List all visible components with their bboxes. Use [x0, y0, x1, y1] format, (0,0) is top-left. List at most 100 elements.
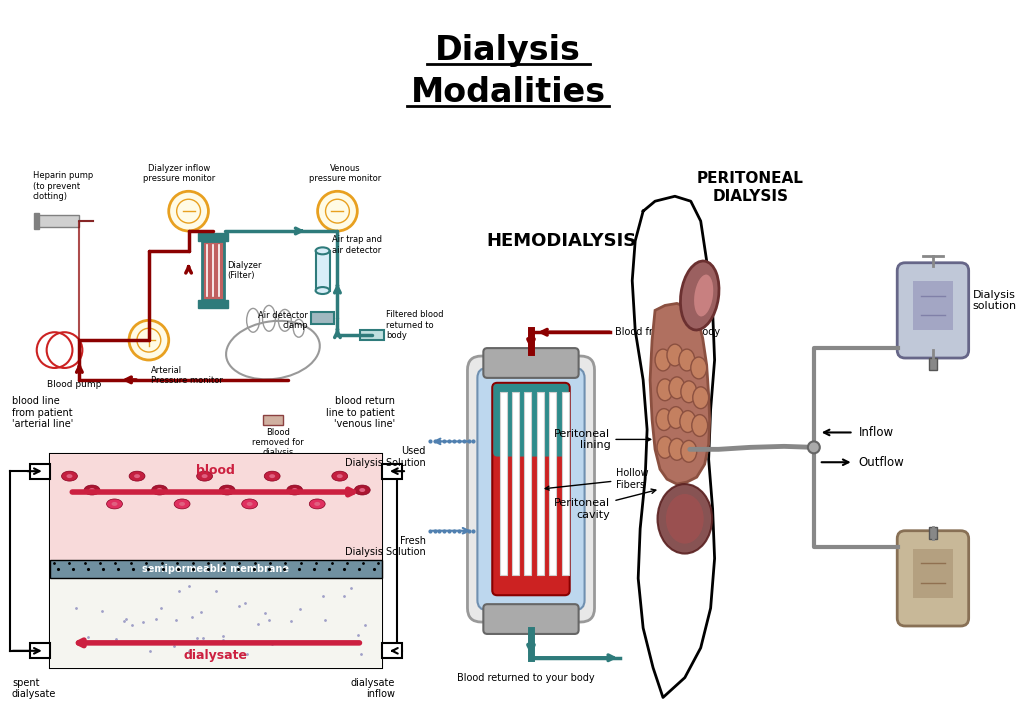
Text: Blood from your body: Blood from your body [615, 327, 721, 337]
Bar [382, 464, 402, 479]
Ellipse shape [314, 502, 321, 506]
FancyBboxPatch shape [477, 368, 585, 610]
Ellipse shape [315, 248, 330, 254]
Ellipse shape [61, 471, 78, 481]
Ellipse shape [174, 499, 190, 509]
Ellipse shape [315, 287, 330, 294]
Ellipse shape [287, 485, 303, 495]
Ellipse shape [691, 357, 707, 379]
Ellipse shape [679, 349, 694, 371]
Ellipse shape [264, 471, 281, 481]
Bar [524, 392, 531, 576]
Ellipse shape [657, 379, 673, 400]
Bar [49, 454, 382, 568]
FancyBboxPatch shape [897, 263, 969, 358]
Text: Filtered blood
returned to
body: Filtered blood returned to body [386, 311, 443, 340]
Text: Venous
pressure monitor: Venous pressure monitor [309, 164, 382, 183]
Ellipse shape [157, 488, 163, 492]
Circle shape [808, 442, 820, 453]
Text: Heparin pump
(to prevent
clotting): Heparin pump (to prevent clotting) [33, 172, 93, 201]
Text: Peritoneal
cavity: Peritoneal cavity [554, 489, 655, 520]
Bar [913, 549, 952, 598]
Ellipse shape [693, 274, 714, 317]
FancyBboxPatch shape [493, 383, 569, 595]
FancyBboxPatch shape [483, 604, 579, 634]
Circle shape [129, 320, 169, 360]
Ellipse shape [337, 474, 343, 478]
Text: Dialyzer
(Filter): Dialyzer (Filter) [227, 261, 262, 280]
Bar [500, 392, 507, 576]
Bar [537, 392, 544, 576]
Bar [38, 215, 80, 227]
Ellipse shape [332, 471, 348, 481]
Bar [913, 281, 952, 330]
Ellipse shape [84, 485, 100, 495]
Ellipse shape [179, 502, 185, 506]
Text: Air trap and
air detector: Air trap and air detector [333, 235, 383, 255]
Text: dialysate
inflow: dialysate inflow [350, 678, 395, 699]
Ellipse shape [67, 474, 73, 478]
Text: blood line
from patient
'arterial line': blood line from patient 'arterial line' [12, 396, 73, 429]
Bar [34, 213, 39, 229]
Text: Peritoneal
lining: Peritoneal lining [554, 429, 650, 450]
Ellipse shape [134, 474, 140, 478]
Text: Dialyzer inflow
pressure monitor: Dialyzer inflow pressure monitor [142, 164, 215, 183]
Text: Blood pump: Blood pump [47, 380, 101, 389]
Ellipse shape [657, 437, 673, 458]
Text: Arterial
Pressure monitor: Arterial Pressure monitor [151, 366, 223, 385]
FancyBboxPatch shape [468, 356, 595, 622]
Ellipse shape [680, 411, 695, 432]
Bar [30, 464, 49, 479]
Ellipse shape [309, 499, 326, 509]
Ellipse shape [106, 499, 123, 509]
Text: Used
Dialysis Solution: Used Dialysis Solution [345, 447, 426, 468]
Ellipse shape [693, 387, 709, 408]
Ellipse shape [692, 415, 708, 437]
Circle shape [169, 191, 209, 231]
Bar [512, 392, 519, 576]
Text: PERITONEAL
DIALYSIS: PERITONEAL DIALYSIS [697, 172, 804, 204]
Bar [549, 392, 556, 576]
Ellipse shape [669, 377, 685, 399]
Ellipse shape [247, 502, 253, 506]
Ellipse shape [219, 485, 236, 495]
Bar [263, 415, 283, 424]
Ellipse shape [292, 488, 298, 492]
Bar [199, 300, 228, 308]
FancyBboxPatch shape [494, 384, 568, 457]
Text: blood: blood [197, 463, 236, 476]
Ellipse shape [112, 502, 118, 506]
Text: Outflow: Outflow [858, 455, 904, 468]
Ellipse shape [354, 485, 371, 495]
Text: Blood
removed for
dialysis: Blood removed for dialysis [252, 427, 304, 458]
Ellipse shape [197, 471, 213, 481]
Circle shape [317, 191, 357, 231]
Text: HEMODIALYSIS: HEMODIALYSIS [486, 232, 637, 250]
Bar [315, 251, 330, 290]
Text: Blood returned to your body: Blood returned to your body [457, 673, 595, 683]
Text: Modalities: Modalities [411, 75, 606, 109]
Text: Dialysis
solution: Dialysis solution [973, 290, 1017, 311]
Ellipse shape [657, 484, 712, 554]
Bar [382, 643, 402, 658]
Text: Fresh
Dialysis Solution: Fresh Dialysis Solution [345, 536, 426, 557]
Bar [30, 643, 49, 658]
Ellipse shape [681, 440, 696, 462]
FancyBboxPatch shape [483, 348, 579, 378]
Ellipse shape [359, 488, 366, 492]
Ellipse shape [202, 474, 208, 478]
Text: blood return
line to patient
'venous line': blood return line to patient 'venous lin… [327, 396, 395, 429]
Ellipse shape [667, 344, 683, 366]
Ellipse shape [655, 349, 671, 371]
Ellipse shape [681, 381, 696, 403]
Text: Inflow: Inflow [858, 426, 894, 439]
Bar [929, 358, 937, 370]
Bar [49, 560, 382, 578]
Polygon shape [650, 303, 710, 484]
Bar [199, 233, 228, 241]
Bar [310, 312, 335, 324]
Ellipse shape [129, 471, 145, 481]
Text: spent
dialysate: spent dialysate [12, 678, 56, 699]
Text: Hollow
Fibers: Hollow Fibers [545, 468, 649, 490]
Ellipse shape [680, 261, 719, 330]
